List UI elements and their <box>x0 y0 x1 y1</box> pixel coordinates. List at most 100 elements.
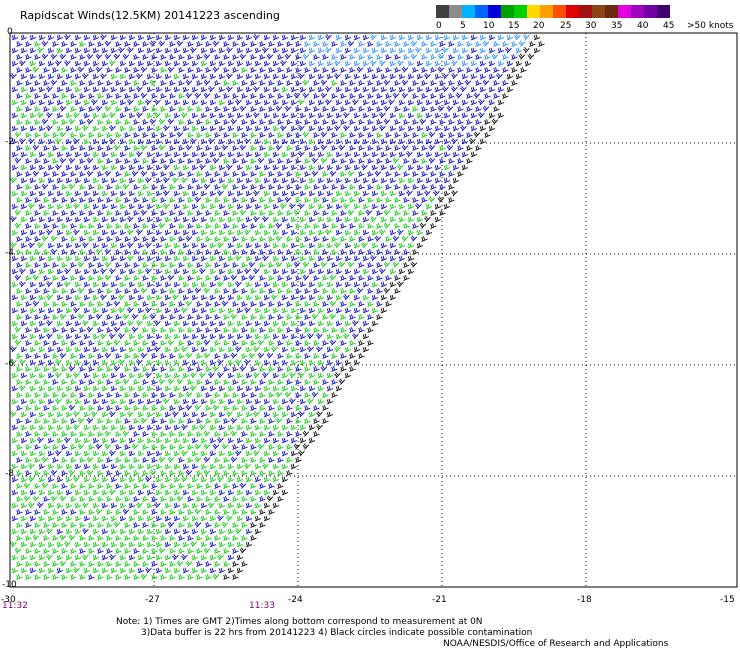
wind-barb-icon <box>172 411 179 418</box>
wind-barb-icon <box>70 223 77 229</box>
wind-barb-icon <box>101 515 109 522</box>
wind-barb-icon <box>128 138 136 145</box>
wind-barb-icon <box>61 197 68 203</box>
wind-barb-icon <box>304 184 311 190</box>
wind-barb-icon <box>185 469 193 476</box>
wind-barb-icon <box>185 404 193 411</box>
wind-barb-icon <box>43 496 50 502</box>
wind-barb-icon <box>160 210 167 216</box>
wind-barb-icon <box>101 281 109 288</box>
wind-barb-icon <box>181 554 188 561</box>
color-swatch <box>514 5 527 18</box>
wind-barb-icon <box>20 437 28 444</box>
wind-barb-icon <box>290 177 298 184</box>
wind-barb-icon <box>376 249 383 255</box>
wind-barb-icon <box>29 372 37 379</box>
wind-barb-icon <box>178 119 185 125</box>
wind-barb-icon <box>173 463 181 470</box>
wind-barb-icon <box>241 236 248 242</box>
wind-barb-icon <box>70 80 77 86</box>
wind-barb-icon <box>266 53 274 60</box>
wind-barb-icon <box>416 151 424 158</box>
wind-barb-icon <box>353 229 361 236</box>
wind-barb-icon <box>443 34 451 41</box>
wind-barb-icon <box>169 249 176 255</box>
wind-barb-icon <box>205 119 212 125</box>
wind-barb-icon <box>74 437 82 444</box>
wind-barb-icon <box>155 229 163 236</box>
wind-barb-icon <box>38 268 46 275</box>
wind-barb-icon <box>52 262 59 268</box>
wind-barb-icon <box>281 359 289 366</box>
wind-barb-icon <box>128 463 136 470</box>
wind-barb-icon <box>290 281 298 288</box>
wind-barb-icon <box>25 509 32 515</box>
wind-barb-icon <box>191 307 199 314</box>
wind-barb-icon <box>146 60 154 67</box>
wind-barb-icon <box>41 482 49 489</box>
wind-barb-icon <box>79 197 86 203</box>
wind-barb-icon <box>209 73 217 80</box>
wind-barb-icon <box>101 346 109 353</box>
wind-barb-icon <box>223 236 230 242</box>
wind-barb-icon <box>281 47 289 54</box>
wind-barb-icon <box>110 229 118 236</box>
wind-barb-icon <box>263 346 271 353</box>
wind-barb-icon <box>155 372 163 379</box>
wind-barb-icon <box>133 184 140 190</box>
wind-barb-icon <box>196 431 203 437</box>
wind-barb-icon <box>104 274 112 281</box>
wind-barb-icon <box>160 158 167 164</box>
wind-barb-icon <box>25 470 32 476</box>
wind-barb-icon <box>169 93 176 99</box>
wind-barb-icon <box>304 158 311 164</box>
wind-barb-icon <box>155 515 163 522</box>
wind-barb-icon <box>16 496 23 502</box>
wind-barb-icon <box>250 392 257 398</box>
wind-barb-icon <box>11 476 19 483</box>
lat-label-6s: -6 <box>5 359 14 369</box>
wind-barb-icon <box>236 398 244 405</box>
wind-barb-icon <box>20 463 28 470</box>
wind-barb-icon <box>380 73 388 80</box>
wind-barb-icon <box>191 125 199 132</box>
wind-barb-icon <box>421 236 428 242</box>
wind-barb-icon <box>421 67 428 73</box>
wind-barb-icon <box>250 93 257 99</box>
wind-barb-icon <box>133 210 140 216</box>
wind-barb-icon <box>430 119 437 125</box>
wind-barb-icon <box>127 216 134 223</box>
wind-barb-icon <box>196 366 203 372</box>
wind-barb-icon <box>16 392 23 398</box>
wind-barb-icon <box>128 359 136 366</box>
wind-barb-icon <box>502 41 509 47</box>
wind-barb-icon <box>380 138 388 145</box>
wind-barb-icon <box>110 437 118 444</box>
wind-barb-icon <box>412 223 419 229</box>
wind-barb-icon <box>16 236 23 242</box>
wind-barb-icon <box>214 145 221 151</box>
wind-barb-icon <box>416 190 424 197</box>
wind-barb-icon <box>412 171 419 177</box>
wind-barb-icon <box>41 53 49 60</box>
wind-barb-icon <box>158 456 166 463</box>
wind-barb-icon <box>88 548 95 554</box>
wind-barb-icon <box>317 164 325 171</box>
wind-barb-icon <box>214 80 221 86</box>
wind-barb-icon <box>52 67 59 73</box>
wind-barb-icon <box>281 99 289 106</box>
wind-barb-icon <box>376 119 383 125</box>
wind-barb-icon <box>250 509 257 515</box>
wind-barb-icon <box>37 242 44 249</box>
wind-barb-icon <box>326 294 334 301</box>
wind-barb-icon <box>286 457 293 463</box>
wind-barb-icon <box>461 60 469 67</box>
wind-barb-icon <box>25 106 32 112</box>
wind-barb-icon <box>376 262 383 268</box>
wind-barb-icon <box>41 235 49 242</box>
wind-barb-icon <box>119 86 127 93</box>
wind-barb-icon <box>164 294 172 301</box>
wind-barb-icon <box>218 502 226 509</box>
color-scale-bar <box>436 5 670 18</box>
wind-barb-icon <box>47 203 55 210</box>
